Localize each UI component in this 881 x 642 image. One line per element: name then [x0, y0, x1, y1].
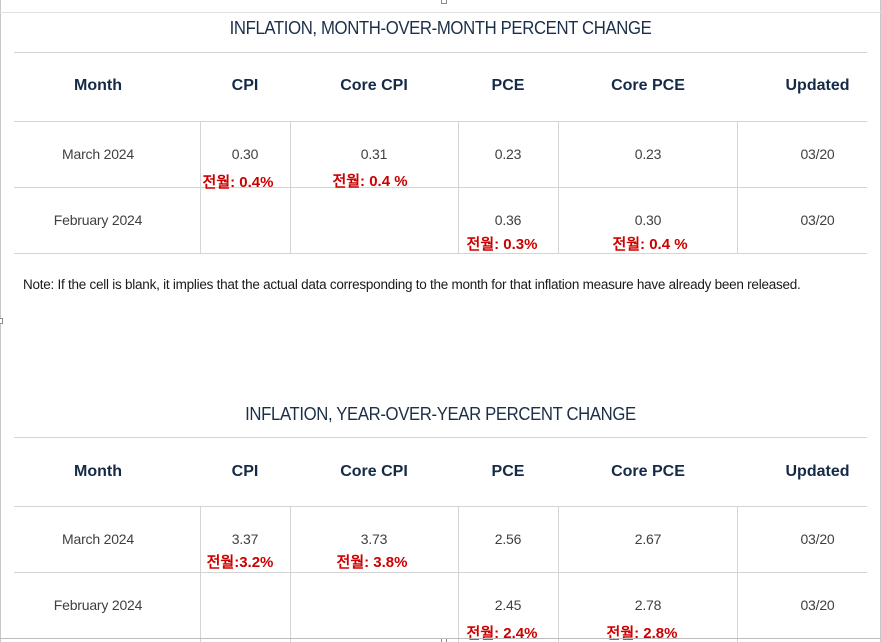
yoy-divider: [14, 572, 867, 573]
yoy-col-divider: [737, 506, 738, 642]
core-pce-cell: 2.67: [634, 531, 662, 547]
mom-col-divider: [200, 121, 201, 253]
core-pce-cell: 0.23: [634, 146, 662, 162]
core-cpi-cell: 3.73: [360, 531, 388, 547]
prev-month-annotation: 전월:3.2%: [206, 554, 274, 571]
resize-handle-top[interactable]: [441, 0, 447, 4]
yoy-header-month: Month: [74, 463, 122, 480]
month-cell: March 2024: [62, 146, 134, 162]
yoy-header-pce: PCE: [491, 463, 525, 480]
mom-col-divider: [558, 121, 559, 253]
mom-header-updated: Updated: [785, 77, 850, 94]
mom-header-month: Month: [74, 77, 122, 94]
yoy-col-divider: [458, 506, 459, 642]
pce-cell: 0.36: [494, 212, 522, 228]
mom-divider: [14, 187, 867, 188]
yoy-divider: [14, 437, 867, 438]
mom-divider: [14, 121, 867, 122]
mom-col-divider: [737, 121, 738, 253]
pce-cell: 2.56: [494, 531, 522, 547]
prev-month-annotation: 전월: 0.3%: [466, 236, 538, 253]
prev-month-annotation: 전월: 2.4%: [466, 625, 538, 642]
month-cell: February 2024: [53, 212, 143, 228]
mom-divider: [14, 253, 867, 254]
pce-cell: 2.45: [494, 597, 522, 613]
prev-month-annotation: 전월: 3.8%: [336, 554, 408, 571]
pce-cell: 0.23: [494, 146, 522, 162]
yoy-col-divider: [200, 506, 201, 642]
yoy-header-core-cpi: Core CPI: [340, 463, 408, 480]
updated-cell: 03/20: [800, 212, 835, 228]
mom-col-divider: [458, 121, 459, 253]
prev-month-annotation: 전월: 0.4 %: [332, 173, 408, 190]
prev-month-annotation: 전월: 0.4 %: [612, 236, 688, 253]
core-cpi-cell: 0.31: [360, 146, 388, 162]
mom-header-core-cpi: Core CPI: [340, 77, 408, 94]
yoy-table-title: INFLATION, YEAR-OVER-YEAR PERCENT CHANGE: [245, 404, 636, 424]
mom-divider: [14, 52, 867, 53]
core-pce-cell: 2.78: [634, 597, 662, 613]
mom-header-cpi: CPI: [231, 77, 259, 94]
core-pce-cell: 0.30: [634, 212, 662, 228]
updated-cell: 03/20: [800, 531, 835, 547]
mom-col-divider: [290, 121, 291, 253]
mom-table-title: INFLATION, MONTH-OVER-MONTH PERCENT CHAN…: [229, 18, 652, 38]
updated-cell: 03/20: [800, 597, 835, 613]
yoy-col-divider: [290, 506, 291, 642]
frame-bottom-line: [0, 638, 881, 639]
prev-month-annotation: 전월: 2.8%: [606, 625, 678, 642]
prev-month-annotation: 전월: 0.4%: [202, 174, 274, 191]
frame-top-line: [0, 12, 881, 13]
mom-header-pce: PCE: [491, 77, 525, 94]
month-cell: February 2024: [53, 597, 143, 613]
yoy-header-cpi: CPI: [231, 463, 259, 480]
month-cell: March 2024: [62, 531, 134, 547]
yoy-header-core-pce: Core PCE: [611, 463, 685, 480]
mom-header-core-pce: Core PCE: [611, 77, 685, 94]
cpi-cell: 0.30: [231, 146, 259, 162]
yoy-divider: [14, 506, 867, 507]
updated-cell: 03/20: [800, 146, 835, 162]
yoy-col-divider: [558, 506, 559, 642]
cpi-cell: 3.37: [231, 531, 259, 547]
resize-handle-left[interactable]: [0, 318, 3, 324]
footnote: Note: If the cell is blank, it implies t…: [23, 277, 801, 292]
yoy-header-updated: Updated: [785, 463, 850, 480]
